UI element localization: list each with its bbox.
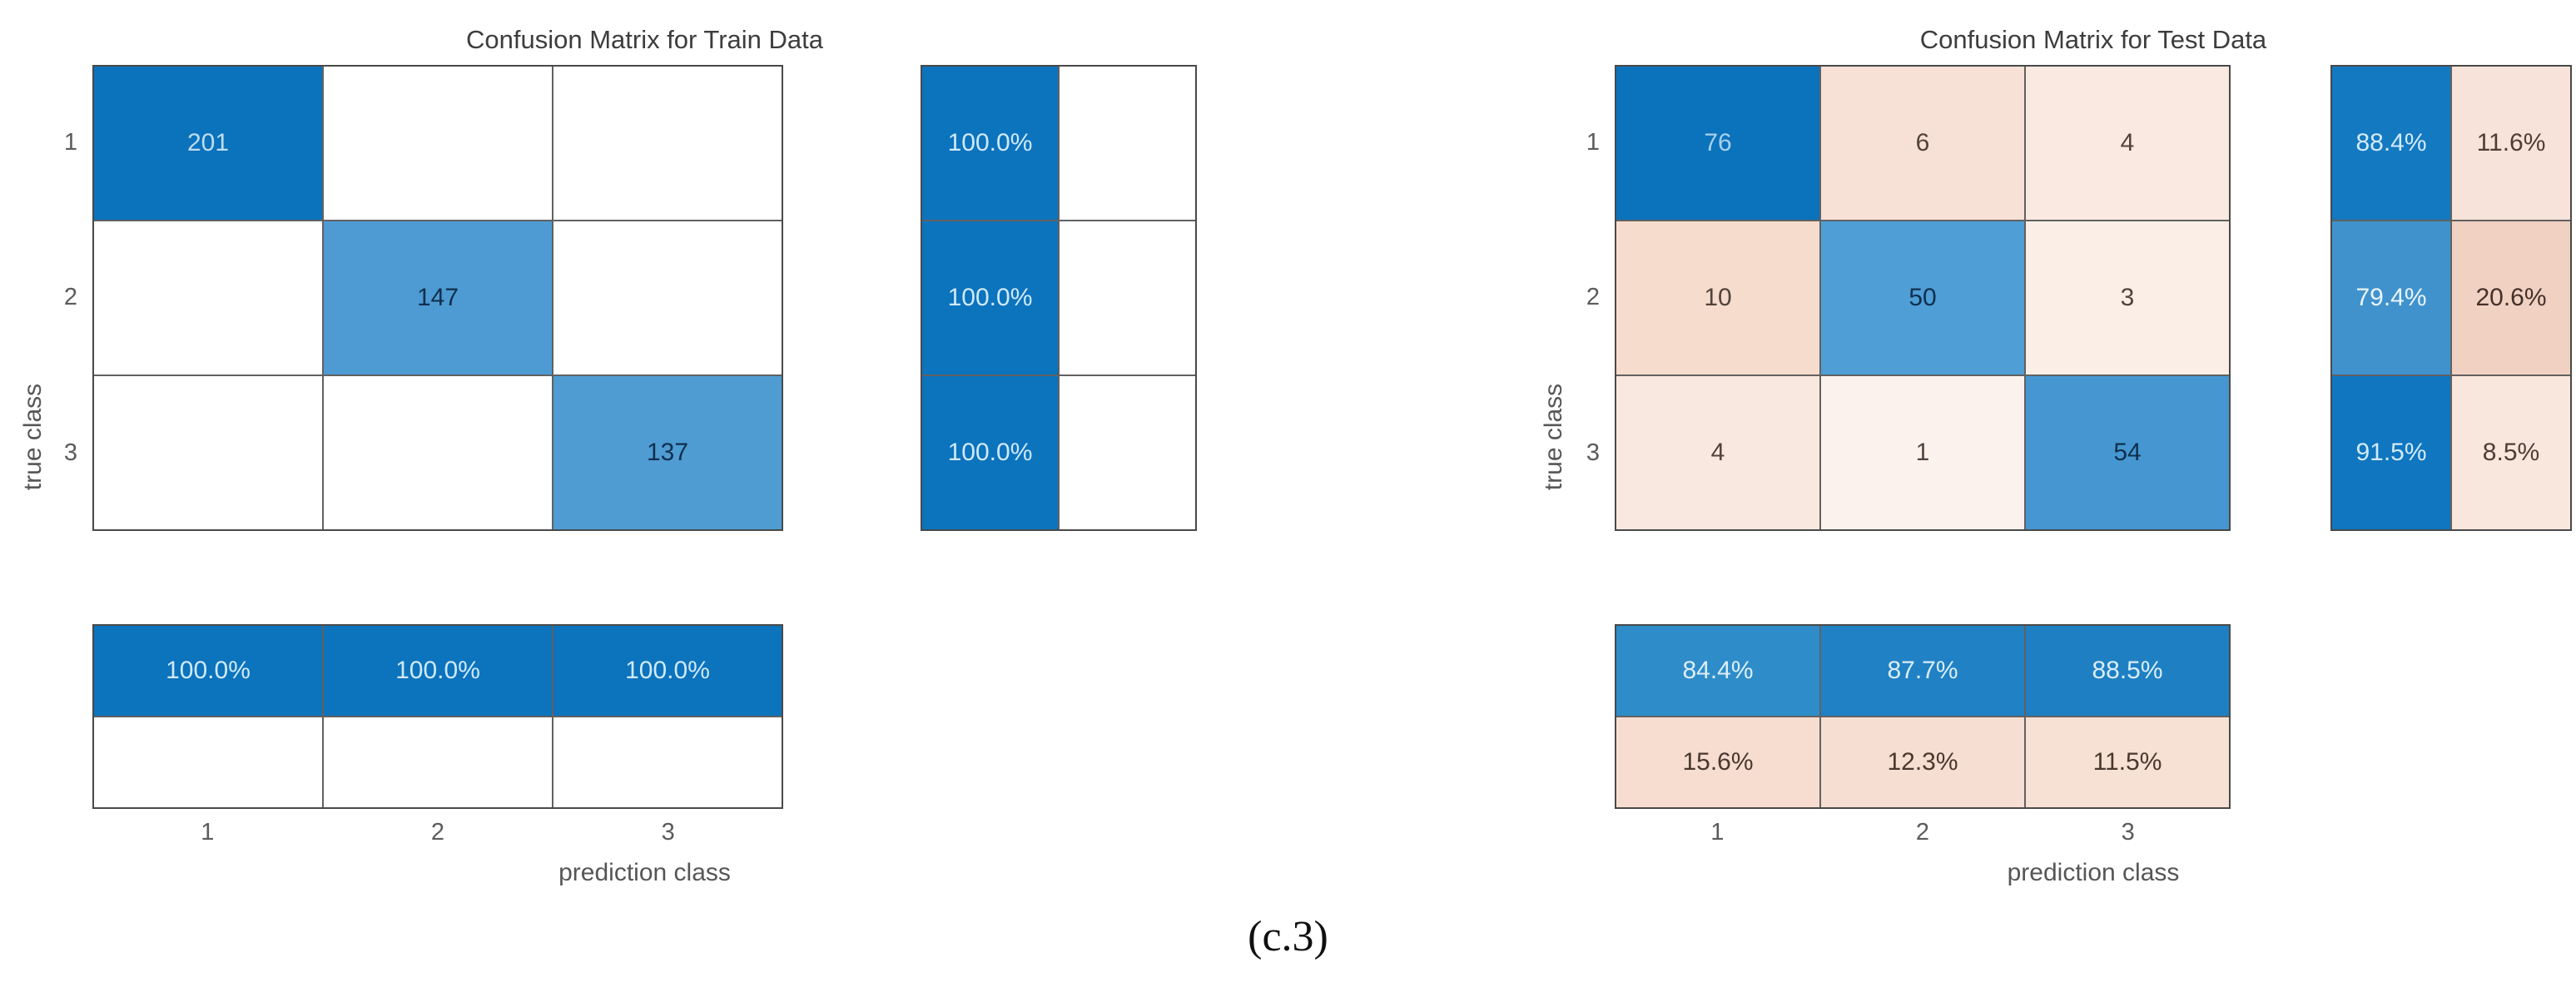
test-col-tick-2: 2 [1915, 819, 1930, 846]
test-cell-r1c1: 76 [1616, 67, 1819, 220]
test-row-summary: 88.4% 11.6% 79.4% 20.6% 91.5% 8.5% [2330, 65, 2572, 531]
test-cell-r2c1: 10 [1616, 221, 1819, 375]
train-row-tick-1: 1 [63, 128, 77, 156]
test-col-ticks: 1 2 3 [1615, 809, 2231, 849]
test-row-summary-r2-correct: 79.4% [2332, 221, 2450, 375]
train-col-summary-c3-correct: 100.0% [553, 626, 782, 716]
test-cell-r2c2: 50 [1821, 221, 2024, 375]
test-col-summary-c1-correct: 84.4% [1616, 626, 1819, 716]
train-row-summary-r3-correct: 100.0% [922, 376, 1058, 529]
test-confusion-figure: Confusion Matrix for Test Data true clas… [1536, 7, 2572, 897]
train-col-summary: 100.0% 100.0% 100.0% [92, 624, 783, 809]
test-title: Confusion Matrix for Test Data [1919, 25, 2267, 54]
test-col-summary-c2-correct: 87.7% [1821, 626, 2024, 716]
test-row-summary-r2-incorrect: 20.6% [2452, 221, 2570, 375]
test-cell-r3c3: 54 [2026, 376, 2229, 529]
test-cell-r3c1: 4 [1616, 376, 1819, 529]
train-col-summary-c1-correct: 100.0% [94, 626, 322, 716]
test-row-summary-r3-incorrect: 8.5% [2452, 376, 2570, 529]
train-cell-r2c1 [94, 221, 322, 375]
train-cell-r2c2: 147 [324, 221, 552, 375]
test-cell-r1c3: 4 [2026, 67, 2229, 220]
train-col-summary-c1-incorrect [94, 717, 322, 807]
train-cell-r3c3: 137 [553, 376, 782, 529]
test-col-summary-c3-correct: 88.5% [2026, 626, 2229, 716]
train-col-summary-c2-incorrect [324, 717, 552, 807]
train-confusion-figure: Confusion Matrix for Train Data true cla… [15, 7, 1197, 897]
train-row-summary-r3-incorrect [1060, 376, 1195, 529]
test-col-summary: 84.4% 87.7% 88.5% 15.6% 12.3% 11.5% [1615, 624, 2231, 809]
test-cell-r3c2: 1 [1821, 376, 2024, 529]
train-y-axis-label: true class [19, 383, 47, 491]
test-row-tick-1: 1 [1586, 128, 1600, 156]
train-col-tick-3: 3 [661, 819, 675, 846]
train-col-ticks: 1 2 3 [92, 809, 783, 849]
test-row-tick-2: 2 [1586, 284, 1600, 311]
train-col-summary-c2-correct: 100.0% [324, 626, 552, 716]
train-cell-r1c1: 201 [94, 67, 322, 220]
test-cell-r2c3: 3 [2026, 221, 2229, 375]
train-cell-r1c3 [553, 67, 782, 220]
test-col-tick-3: 3 [2121, 819, 2135, 846]
train-row-summary-r2-correct: 100.0% [922, 221, 1058, 375]
test-y-axis-label: true class [1540, 383, 1568, 491]
train-cell-r3c2 [324, 376, 552, 529]
train-row-tick-2: 2 [63, 284, 77, 311]
train-col-summary-c3-incorrect [553, 717, 782, 807]
train-row-summary-r2-incorrect [1060, 221, 1195, 375]
train-row-summary: 100.0% 100.0% 100.0% [921, 65, 1197, 531]
train-x-axis-label: prediction class [558, 859, 731, 886]
train-row-summary-r1-correct: 100.0% [922, 67, 1058, 220]
test-row-summary-r1-incorrect: 11.6% [2452, 67, 2570, 220]
test-col-summary-c3-incorrect: 11.5% [2026, 717, 2229, 807]
train-col-tick-1: 1 [201, 819, 215, 846]
train-col-tick-2: 2 [430, 819, 445, 846]
train-cell-r1c2 [324, 67, 552, 220]
train-title: Confusion Matrix for Train Data [465, 25, 823, 54]
test-cell-r1c2: 6 [1821, 67, 2024, 220]
test-row-tick-3: 3 [1586, 439, 1600, 467]
train-row-summary-r1-incorrect [1060, 67, 1195, 220]
test-col-summary-c1-incorrect: 15.6% [1616, 717, 1819, 807]
train-row-tick-3: 3 [63, 439, 77, 467]
train-cell-r2c3 [553, 221, 782, 375]
train-cell-r3c1 [94, 376, 322, 529]
test-col-summary-c2-incorrect: 12.3% [1821, 717, 2024, 807]
test-row-ticks: 1 2 3 [1573, 65, 1615, 531]
test-x-axis-label: prediction class [2007, 859, 2180, 886]
train-matrix: 201 147 137 [92, 65, 783, 531]
figure-caption: (c.3) [1248, 913, 1328, 960]
test-row-summary-r3-correct: 91.5% [2332, 376, 2450, 529]
test-matrix: 76 6 4 10 50 3 4 1 54 [1615, 65, 2231, 531]
test-row-summary-r1-correct: 88.4% [2332, 67, 2450, 220]
train-row-ticks: 1 2 3 [52, 65, 92, 531]
test-col-tick-1: 1 [1710, 819, 1725, 846]
